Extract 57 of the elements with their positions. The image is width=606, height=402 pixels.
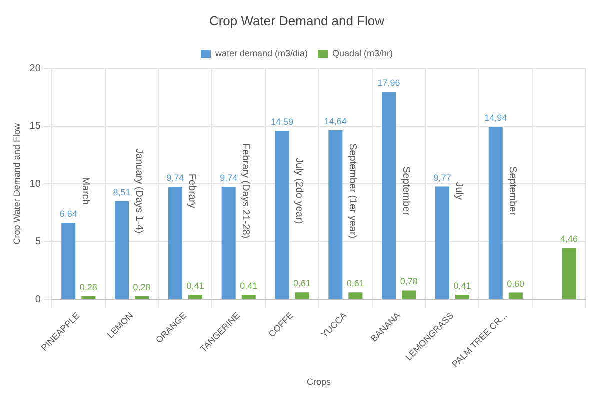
legend-label: water demand (m3/dia) bbox=[214, 48, 308, 59]
annotation: September bbox=[400, 166, 412, 216]
y-tick-label: 5 bbox=[35, 236, 42, 248]
data-label: 17,96 bbox=[378, 78, 400, 88]
bar bbox=[402, 290, 416, 300]
bar bbox=[382, 92, 396, 300]
y-axis-title: Crop Water Demand and Flow bbox=[12, 123, 22, 245]
data-label: 0,28 bbox=[80, 282, 98, 292]
data-label: 8,51 bbox=[113, 187, 131, 198]
bar bbox=[188, 294, 202, 300]
bar bbox=[82, 296, 96, 300]
bar bbox=[295, 292, 310, 300]
data-label: 0,41 bbox=[240, 280, 258, 291]
chart-title: Crop Water Demand and Flow bbox=[209, 13, 386, 28]
data-label: 0,41 bbox=[454, 280, 472, 291]
annotation: September bbox=[507, 166, 518, 216]
annotation: January (Days 1-4) bbox=[133, 148, 144, 234]
legend-label: Quadal (m3/hr) bbox=[332, 48, 394, 59]
bar bbox=[328, 130, 343, 300]
bar bbox=[168, 187, 182, 300]
annotation: September (1er year) bbox=[346, 144, 358, 239]
data-label: 9,77 bbox=[434, 172, 452, 183]
bar bbox=[455, 294, 470, 300]
bar bbox=[435, 186, 450, 300]
data-label: 14,94 bbox=[484, 113, 508, 124]
data-label: 0,41 bbox=[186, 280, 204, 291]
bar bbox=[508, 292, 523, 300]
bar bbox=[115, 201, 130, 300]
bar bbox=[488, 127, 503, 300]
y-tick-label: 15 bbox=[30, 121, 42, 132]
data-label: 0,28 bbox=[133, 282, 151, 292]
annotation: Febrary bbox=[186, 174, 198, 208]
annotation: Febrary (Days 21-28) bbox=[240, 144, 252, 239]
bar bbox=[135, 296, 150, 300]
bar bbox=[242, 294, 256, 300]
y-tick-label: 0 bbox=[35, 294, 42, 306]
y-tick-label: 20 bbox=[30, 63, 42, 74]
data-label: 6,64 bbox=[60, 208, 78, 219]
annotation: July (2do year) bbox=[294, 158, 305, 224]
bar bbox=[222, 187, 236, 300]
annotation: March bbox=[80, 177, 91, 205]
data-label: 9,74 bbox=[166, 173, 184, 184]
data-label: 0,60 bbox=[507, 278, 525, 289]
y-tick-label: 10 bbox=[30, 178, 42, 190]
annotation: July bbox=[454, 182, 465, 200]
data-label: 0,61 bbox=[294, 278, 312, 289]
data-label: 14,59 bbox=[270, 117, 294, 128]
data-label: 14,64 bbox=[324, 116, 347, 127]
bar bbox=[562, 248, 576, 300]
x-axis-title: Crops bbox=[306, 377, 332, 388]
bar bbox=[348, 292, 363, 300]
bar bbox=[62, 222, 76, 300]
data-label: 0,61 bbox=[346, 278, 364, 289]
data-label: 9,74 bbox=[220, 173, 238, 184]
data-label: 0,78 bbox=[400, 276, 418, 287]
bar bbox=[275, 131, 290, 300]
data-label: 4,46 bbox=[560, 234, 578, 244]
